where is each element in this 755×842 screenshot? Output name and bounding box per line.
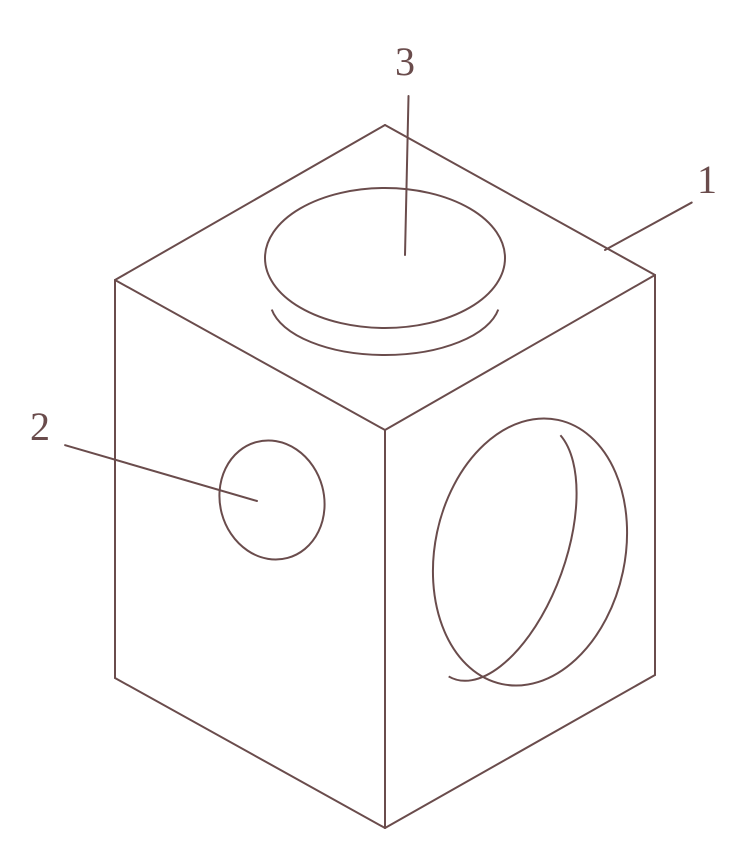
edge-GE bbox=[115, 280, 385, 430]
callout-label-3: 3 bbox=[395, 38, 415, 85]
edge-DE bbox=[115, 125, 385, 280]
callout-label-2: 2 bbox=[30, 403, 50, 450]
leader-line-2 bbox=[65, 445, 257, 501]
leader-line-1 bbox=[605, 203, 692, 250]
diagram-canvas: 1 2 3 bbox=[0, 0, 755, 842]
leader-line-3 bbox=[405, 96, 409, 255]
top-hole-inner-arc bbox=[272, 310, 499, 355]
edge-AB bbox=[385, 675, 655, 828]
edge-FA bbox=[115, 678, 385, 828]
drawing-svg bbox=[0, 0, 755, 842]
right-face-hole-inner-arc bbox=[449, 428, 606, 702]
edge-CD bbox=[385, 125, 655, 275]
top-hole-rim bbox=[265, 188, 505, 328]
callout-label-1: 1 bbox=[697, 156, 717, 203]
left-face-hole bbox=[206, 429, 338, 572]
right-face-hole-rim bbox=[409, 400, 651, 704]
